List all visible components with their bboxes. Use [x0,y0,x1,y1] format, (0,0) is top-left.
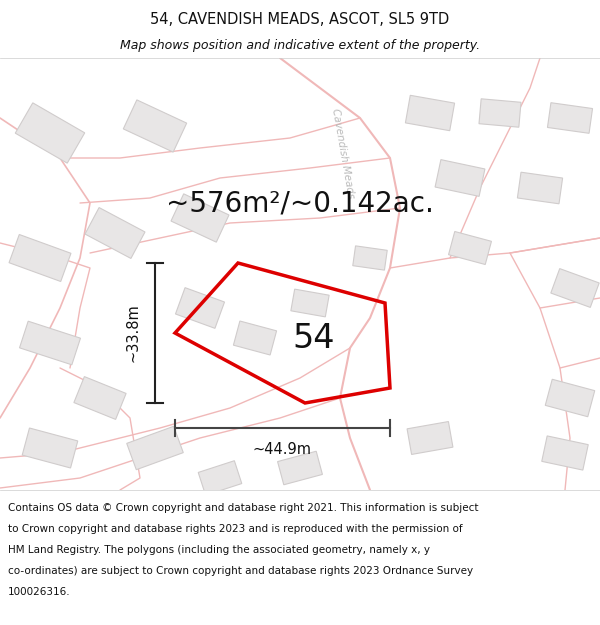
Polygon shape [551,269,599,308]
Text: to Crown copyright and database rights 2023 and is reproduced with the permissio: to Crown copyright and database rights 2… [8,524,463,534]
Polygon shape [542,436,588,470]
Polygon shape [517,173,563,204]
Polygon shape [171,194,229,242]
Text: Cavendish Meads: Cavendish Meads [330,107,356,199]
Polygon shape [20,321,80,365]
Text: 100026316.: 100026316. [8,587,71,597]
Polygon shape [435,159,485,196]
Polygon shape [74,377,126,419]
Text: ~44.9m: ~44.9m [253,442,312,458]
Polygon shape [175,288,224,328]
Polygon shape [22,428,78,468]
Polygon shape [85,208,145,259]
Polygon shape [547,102,593,133]
Polygon shape [278,451,322,485]
Text: 54: 54 [292,321,335,354]
Polygon shape [124,100,187,152]
Polygon shape [127,426,183,470]
Polygon shape [9,234,71,281]
Text: Map shows position and indicative extent of the property.: Map shows position and indicative extent… [120,39,480,52]
Text: ~576m²/~0.142ac.: ~576m²/~0.142ac. [166,189,434,217]
Polygon shape [353,246,387,270]
Text: ~33.8m: ~33.8m [125,304,140,362]
Polygon shape [407,421,453,454]
Polygon shape [233,321,277,355]
Text: co-ordinates) are subject to Crown copyright and database rights 2023 Ordnance S: co-ordinates) are subject to Crown copyr… [8,566,473,576]
Text: HM Land Registry. The polygons (including the associated geometry, namely x, y: HM Land Registry. The polygons (includin… [8,545,430,555]
Text: 54, CAVENDISH MEADS, ASCOT, SL5 9TD: 54, CAVENDISH MEADS, ASCOT, SL5 9TD [151,12,449,27]
Polygon shape [449,231,491,264]
Polygon shape [545,379,595,417]
Polygon shape [291,289,329,317]
Polygon shape [198,461,242,495]
Text: Contains OS data © Crown copyright and database right 2021. This information is : Contains OS data © Crown copyright and d… [8,503,479,513]
Polygon shape [15,103,85,163]
Polygon shape [406,95,455,131]
Polygon shape [479,99,521,127]
